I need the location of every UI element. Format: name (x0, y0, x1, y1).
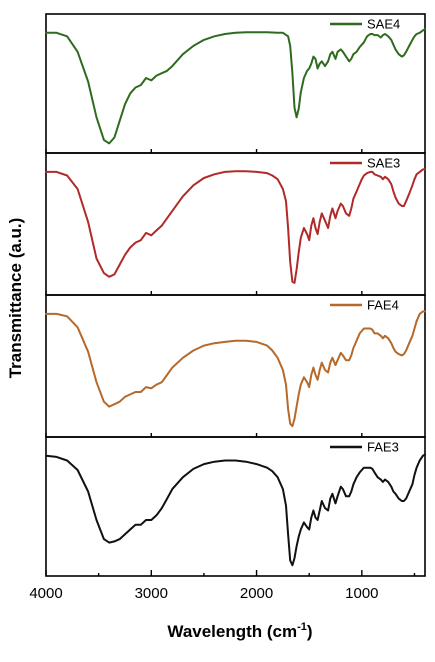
x-tick-label: 3000 (135, 585, 168, 602)
spectrum-line-sae4 (45, 28, 426, 145)
panel-fae4: FAE4 (45, 294, 426, 438)
x-tick-label: 1000 (345, 585, 378, 602)
y-axis-label: Transmittance (a.u.) (6, 218, 25, 379)
spectrum-line-fae3 (45, 453, 426, 567)
legend-label: SAE4 (367, 17, 400, 32)
x-axis-ticks: 4000 3000 2000 1000 (29, 570, 416, 602)
spectrum-line-fae4 (45, 310, 426, 428)
x-tick-label: 2000 (240, 585, 273, 602)
x-axis-label: Wavelength (cm-1) (167, 621, 312, 641)
x-tick-label: 4000 (29, 585, 62, 602)
panel-frame (45, 152, 426, 296)
panel-frame (45, 294, 426, 438)
legend-label: SAE3 (367, 156, 400, 171)
panel-fae3: FAE3 (45, 436, 426, 577)
panel-sae4: SAE4 (45, 13, 426, 154)
panel-frame (45, 436, 426, 577)
spectrum-line-sae3 (45, 168, 426, 284)
legend-label: FAE4 (367, 298, 399, 313)
spectra-panels: SAE4 SAE3 FAE4 FAE3 (45, 13, 426, 577)
panel-sae3: SAE3 (45, 152, 426, 296)
legend-label: FAE3 (367, 440, 399, 455)
